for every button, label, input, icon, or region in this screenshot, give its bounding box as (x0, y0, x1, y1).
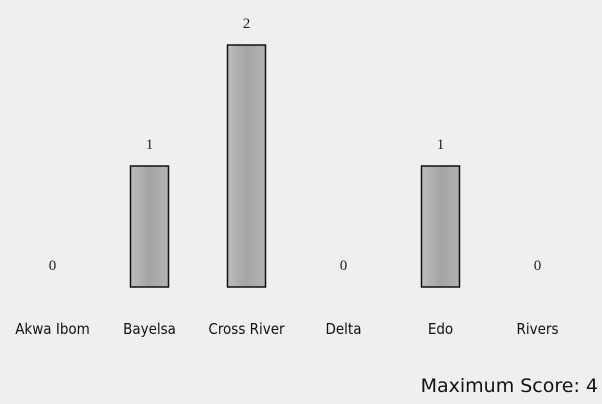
x-tick-label: Cross River (208, 320, 285, 338)
data-label: 0 (340, 258, 348, 274)
bar (129, 165, 170, 288)
data-label: 0 (49, 258, 57, 274)
x-tick-label: Rivers (517, 320, 559, 338)
x-tick-label: Delta (325, 320, 361, 338)
data-label: 1 (437, 137, 445, 153)
data-label: 1 (146, 137, 154, 153)
bar (420, 165, 461, 288)
annotation: Maximum Score: 4 (421, 375, 598, 397)
x-tick-label: Bayelsa (123, 320, 176, 338)
x-tick-label: Edo (428, 320, 453, 338)
x-tick-label: Akwa Ibom (15, 320, 90, 338)
data-label: 2 (243, 16, 251, 32)
data-label: 0 (534, 258, 542, 274)
bar (226, 44, 267, 288)
